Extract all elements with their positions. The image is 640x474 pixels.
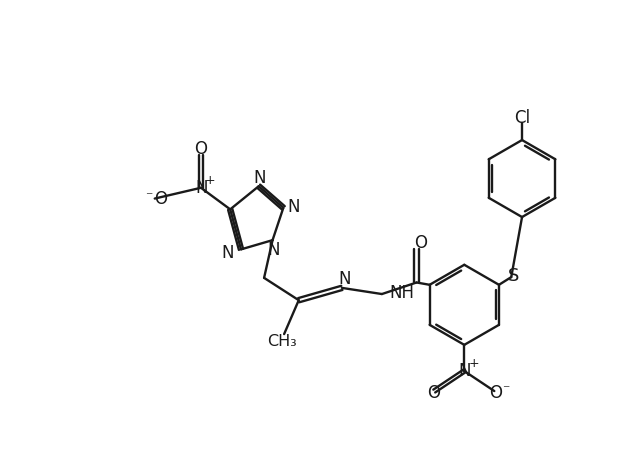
Text: O: O: [154, 190, 166, 208]
Text: CH₃: CH₃: [267, 334, 297, 348]
Text: N: N: [288, 198, 300, 216]
Text: ⁻: ⁻: [502, 383, 509, 397]
Text: Cl: Cl: [514, 109, 530, 127]
Text: ⁻: ⁻: [145, 190, 152, 204]
Text: S: S: [508, 267, 519, 285]
Text: O: O: [490, 383, 502, 401]
Text: +: +: [468, 357, 479, 370]
Text: O: O: [427, 383, 440, 401]
Text: O: O: [195, 140, 207, 158]
Text: N: N: [195, 179, 208, 197]
Text: O: O: [414, 234, 427, 252]
Text: N: N: [459, 362, 471, 380]
Text: N: N: [268, 241, 280, 259]
Text: NH: NH: [390, 284, 415, 302]
Text: +: +: [205, 173, 216, 187]
Text: N: N: [338, 270, 351, 288]
Text: N: N: [221, 244, 234, 262]
Text: N: N: [253, 169, 266, 187]
